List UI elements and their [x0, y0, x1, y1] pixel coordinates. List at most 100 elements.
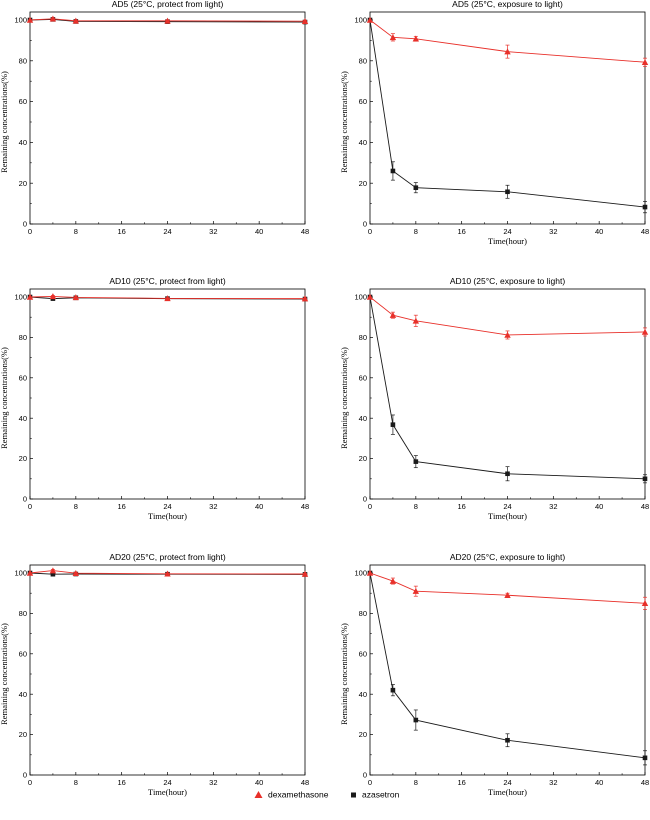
x-tick-label: 8 [74, 502, 78, 511]
data-point-dexamethasone [26, 569, 34, 576]
data-point-dexamethasone [412, 317, 420, 324]
data-point-dexamethasone [26, 16, 34, 23]
legend-label-dexamethasone: dexamethasone [268, 790, 329, 800]
data-point-dexamethasone [504, 591, 511, 598]
x-tick-label: 16 [117, 778, 125, 787]
data-point-dexamethasone [72, 569, 80, 576]
y-tick-label: 100 [354, 569, 367, 578]
y-tick-label: 20 [19, 730, 27, 739]
data-point-azasetron [642, 755, 648, 761]
legend: dexamethasone azasetron [254, 790, 400, 800]
x-tick-label: 8 [74, 227, 78, 236]
y-tick-label: 80 [359, 56, 367, 65]
y-axis-label: Remaining concentrations(%) [0, 71, 9, 173]
y-tick-label: 60 [19, 97, 27, 106]
data-point-dexamethasone [49, 293, 57, 300]
y-tick-label: 60 [359, 373, 367, 382]
x-tick-label: 8 [74, 778, 78, 787]
y-axis-label: Remaining concentrations(%) [339, 71, 349, 173]
y-tick-label: 20 [359, 454, 367, 463]
data-point-dexamethasone [301, 295, 309, 302]
panel-title: AD5 (25°C, exposure to light) [452, 0, 563, 9]
y-axis-label: Remaining concentrations(%) [339, 623, 349, 725]
x-tick-label: 48 [641, 778, 649, 787]
x-axis-label: Time(hour) [488, 787, 527, 797]
data-point-dexamethasone [641, 600, 649, 607]
x-tick-label: 0 [28, 227, 32, 236]
data-point-dexamethasone [49, 567, 57, 574]
data-point-dexamethasone [389, 577, 397, 584]
data-point-dexamethasone [641, 328, 649, 335]
series-line-dexamethasone [369, 296, 646, 336]
y-tick-label: 40 [19, 414, 27, 423]
y-tick-label: 60 [19, 649, 27, 658]
x-tick-label: 48 [301, 502, 309, 511]
y-tick-label: 80 [19, 56, 27, 65]
data-point-azasetron [505, 737, 510, 743]
plot-frame [29, 288, 306, 500]
y-tick-label: 20 [359, 179, 367, 188]
y-tick-label: 0 [23, 220, 27, 229]
y-tick-label: 40 [359, 414, 367, 423]
y-tick-label: 0 [363, 771, 367, 780]
x-tick-label: 8 [414, 778, 418, 787]
x-tick-label: 0 [28, 778, 32, 787]
y-tick-label: 20 [19, 179, 27, 188]
x-tick-label: 32 [209, 778, 217, 787]
x-tick-label: 32 [549, 502, 557, 511]
data-point-azasetron [390, 168, 396, 174]
x-tick-label: 16 [117, 227, 125, 236]
plot-frame [29, 11, 306, 225]
chart-panel-3: 0 8 16 24 32 40 48 0 20 40 60 80 100 AD10 (25°C, prot… [0, 276, 309, 521]
y-tick-label: 20 [359, 730, 367, 739]
data-point-dexamethasone [26, 293, 34, 300]
y-tick-label: 0 [363, 495, 367, 504]
y-tick-label: 40 [19, 690, 27, 699]
x-tick-label: 24 [503, 502, 511, 511]
x-tick-label: 24 [503, 778, 511, 787]
x-tick-label: 24 [503, 227, 511, 236]
y-axis-label: Remaining concentrations(%) [0, 347, 9, 449]
x-tick-label: 32 [549, 227, 557, 236]
x-tick-label: 40 [255, 502, 263, 511]
x-tick-label: 16 [457, 227, 465, 236]
x-tick-label: 16 [457, 778, 465, 787]
y-axis-label: Remaining concentrations(%) [0, 623, 9, 725]
y-tick-label: 60 [359, 97, 367, 106]
legend-marker-azasetron [351, 792, 356, 798]
y-tick-label: 100 [354, 293, 367, 302]
panel-title: AD10 (25°C, exposure to light) [450, 276, 566, 286]
x-axis-label: Time(hour) [488, 236, 527, 246]
chart-panel-1: 0 8 16 24 32 40 48 0 20 40 60 80 100 AD5 (25°C, prote… [0, 0, 309, 236]
x-tick-label: 40 [595, 778, 603, 787]
panel-title: AD5 (25°C, protect from light) [112, 0, 224, 9]
data-point-azasetron [505, 471, 510, 477]
x-tick-label: 32 [209, 502, 217, 511]
data-point-azasetron [505, 189, 510, 195]
y-tick-label: 80 [359, 609, 367, 618]
series-line-dexamethasone [369, 572, 646, 604]
x-tick-label: 24 [163, 502, 171, 511]
x-tick-label: 48 [641, 227, 649, 236]
y-tick-label: 100 [14, 293, 27, 302]
data-point-dexamethasone [366, 569, 374, 576]
x-tick-label: 8 [414, 227, 418, 236]
plot-frame [29, 564, 306, 776]
y-tick-label: 80 [19, 609, 27, 618]
legend-label-azasetron: azasetron [362, 790, 400, 800]
y-axis-label: Remaining concentrations(%) [339, 347, 349, 449]
x-tick-label: 0 [368, 502, 372, 511]
chart-panel-5: 0 8 16 24 32 40 48 0 20 40 60 80 100 AD20 (25°C, prot… [0, 552, 309, 797]
data-point-dexamethasone [504, 48, 511, 55]
x-tick-label: 32 [209, 227, 217, 236]
y-tick-label: 60 [359, 649, 367, 658]
y-tick-label: 40 [19, 138, 27, 147]
x-tick-label: 40 [595, 502, 603, 511]
x-tick-label: 0 [28, 502, 32, 511]
x-tick-label: 16 [457, 502, 465, 511]
data-point-dexamethasone [72, 294, 80, 301]
data-point-azasetron [50, 571, 56, 577]
x-tick-label: 0 [368, 778, 372, 787]
